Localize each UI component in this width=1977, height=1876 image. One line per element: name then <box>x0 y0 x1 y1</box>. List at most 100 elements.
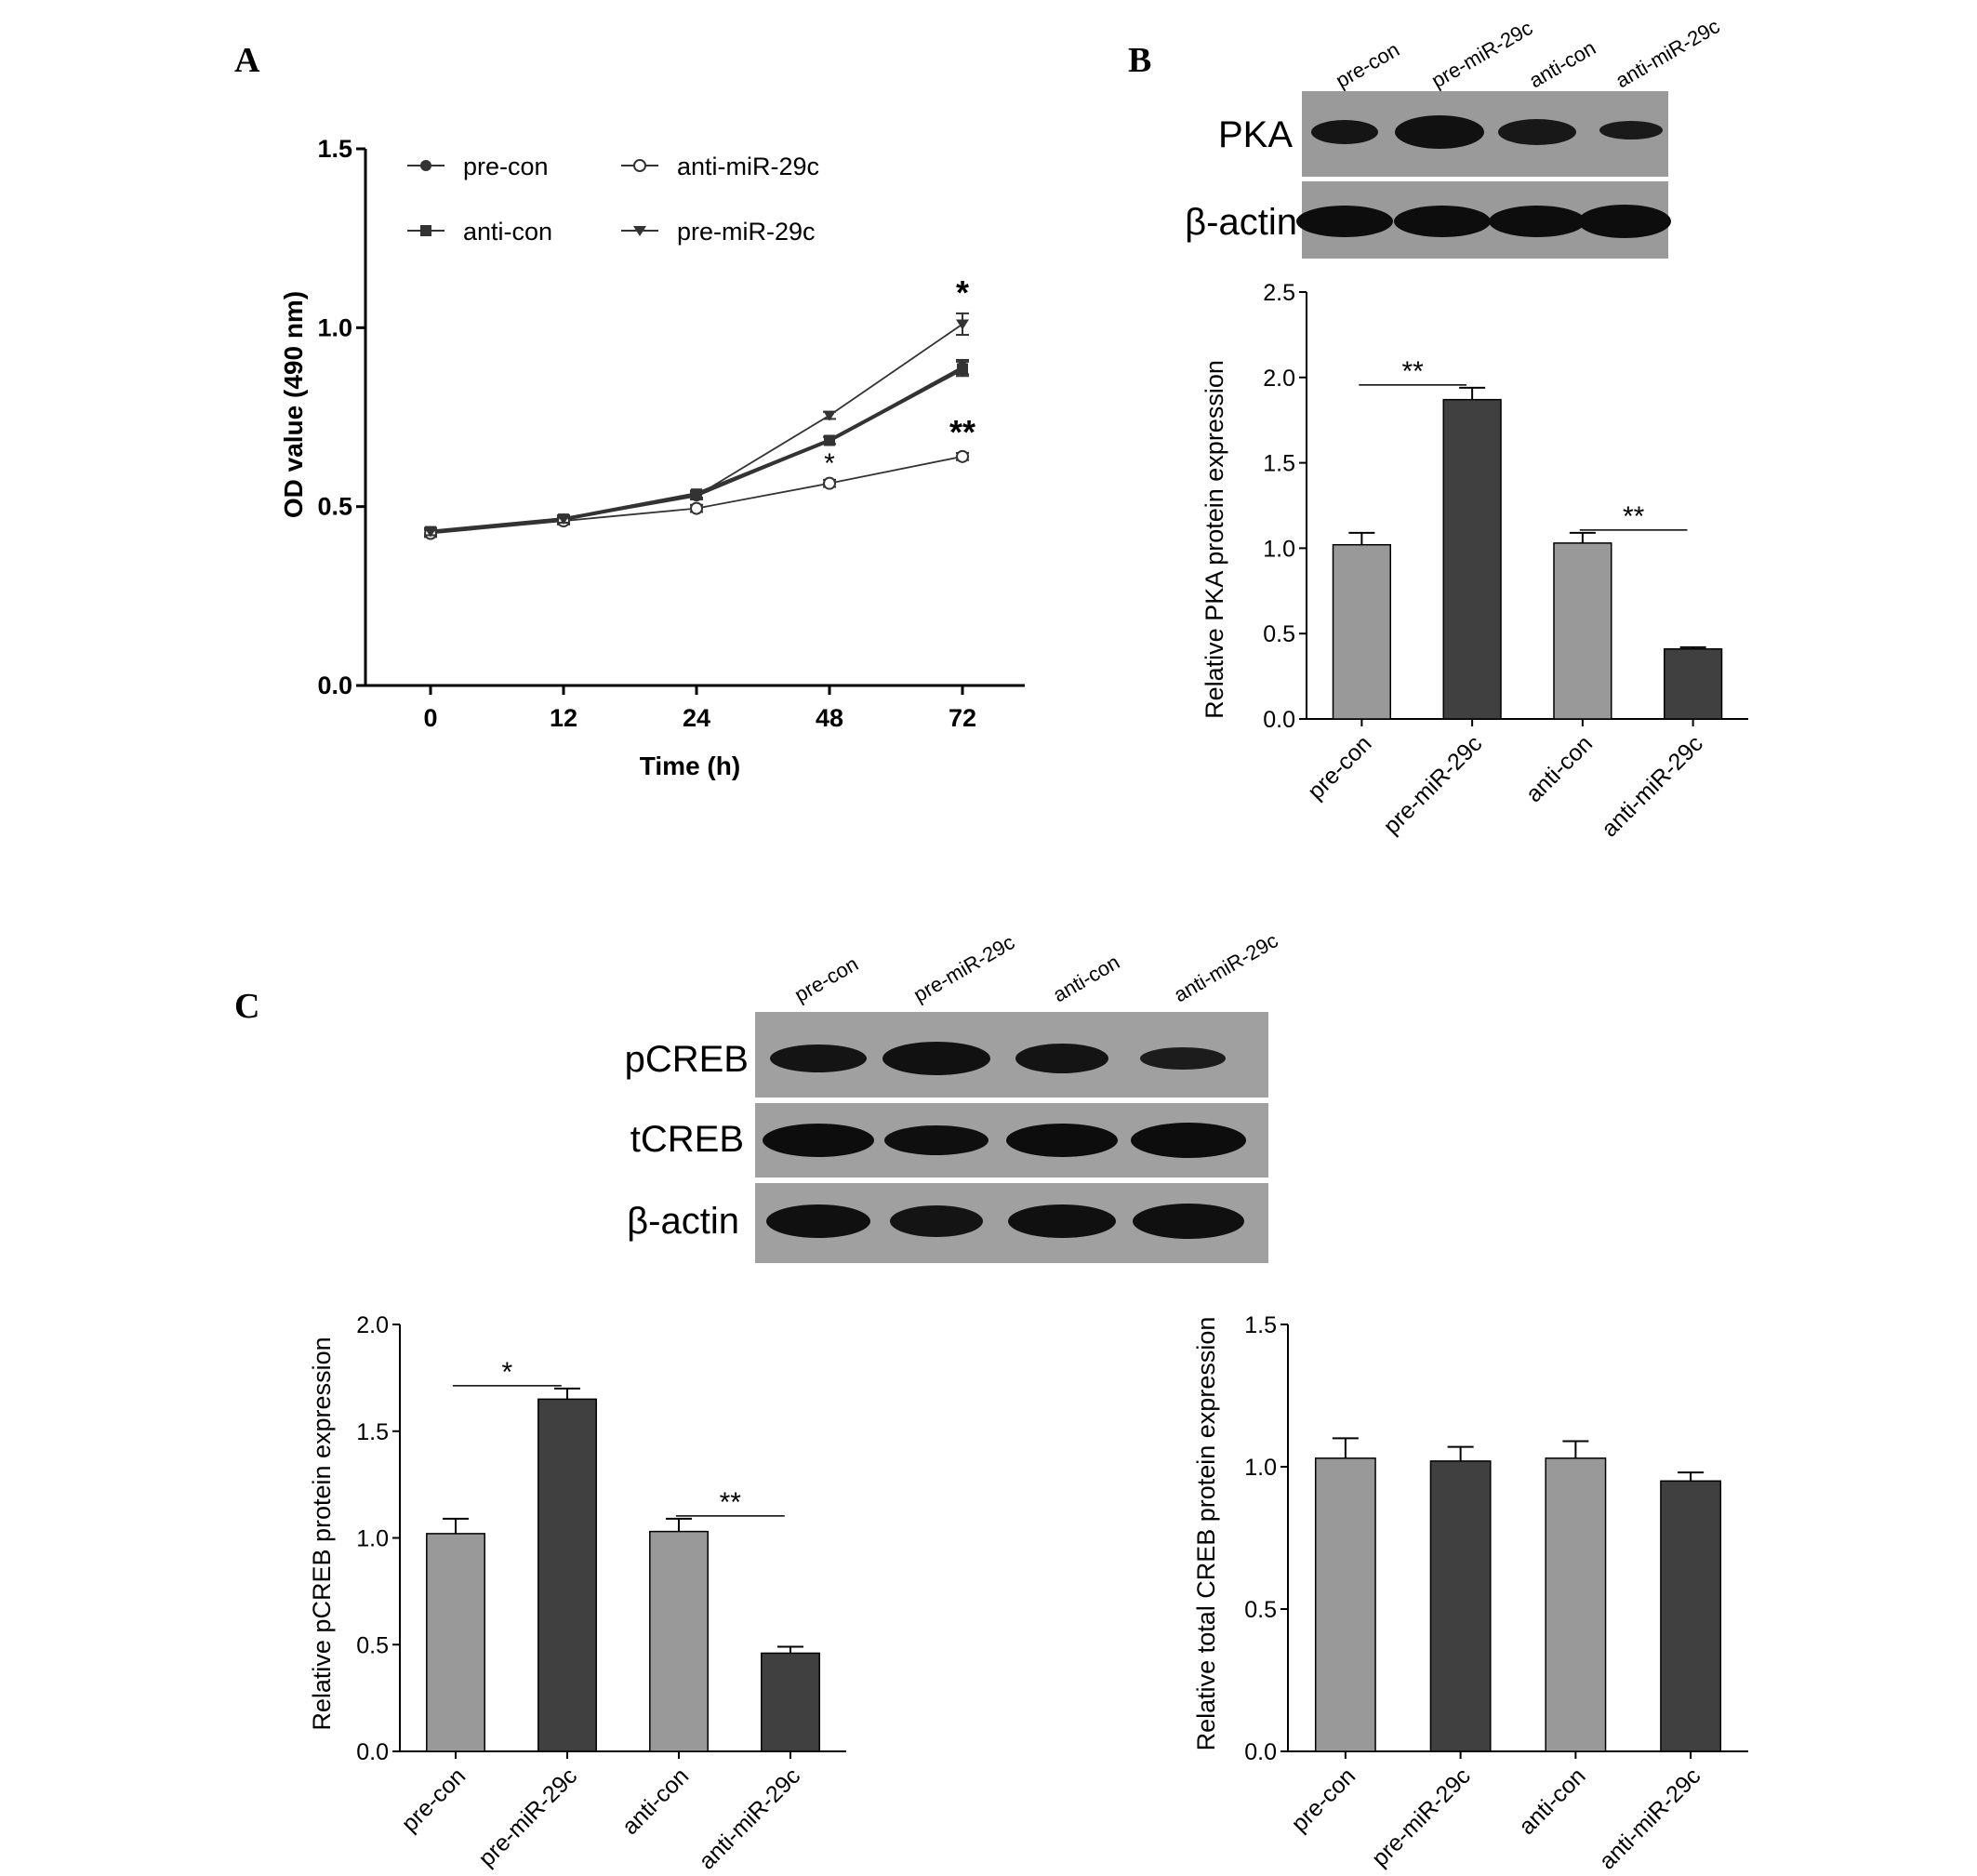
bar <box>1442 398 1502 720</box>
blot-band <box>1489 206 1586 237</box>
x-tick-label: 12 <box>550 704 577 732</box>
y-tick-label: 0.0 <box>1263 707 1295 733</box>
blot-band <box>1296 206 1393 237</box>
x-tick-label: anti-miR-29c <box>1594 1763 1705 1874</box>
legend-marker-filled-square <box>420 225 431 236</box>
bar <box>426 1533 485 1752</box>
significance-label: ** <box>1623 501 1645 532</box>
legend-marker-filled-circle <box>420 160 431 171</box>
bar <box>537 1398 597 1752</box>
blot-band <box>1131 1123 1246 1158</box>
bar <box>1314 1457 1376 1752</box>
y-tick-label: 0.5 <box>1263 621 1295 647</box>
y-tick-label: 2.5 <box>1263 280 1295 306</box>
legend-marker-open-circle <box>633 159 646 172</box>
data-point <box>957 363 968 375</box>
blot-c-lane-label: anti-miR-29c <box>1170 928 1281 1006</box>
data-point <box>690 491 703 502</box>
blot-band <box>1006 1124 1118 1157</box>
y-tick-label: 1.5 <box>1244 1312 1277 1338</box>
blot-band <box>884 1125 988 1155</box>
blot-c-band-label: pCREB <box>625 1039 749 1080</box>
legend-entry-anti-con: anti-con <box>463 218 552 246</box>
blot-c-band-label: tCREB <box>630 1119 744 1160</box>
y-tick-label: 1.5 <box>1263 451 1295 477</box>
data-point <box>823 410 836 421</box>
data-point <box>823 476 836 490</box>
significance-label: * <box>501 1357 512 1388</box>
bar <box>761 1652 820 1752</box>
blot-band <box>1140 1047 1226 1070</box>
x-tick-label: 48 <box>816 704 843 732</box>
blot-c-band-label: β-actin <box>627 1201 739 1242</box>
y-tick-label: 2.0 <box>1263 366 1295 392</box>
y-tick-label: 2.0 <box>356 1312 389 1338</box>
bar-chart-pcreb-y-axis-title: Relative pCREB protein expression <box>308 1337 336 1730</box>
bar <box>1664 647 1723 720</box>
x-tick-label: pre-miR-29c <box>473 1763 582 1871</box>
panel-label-c: C <box>234 987 259 1026</box>
blot-c-lane-label: anti-con <box>1049 951 1123 1007</box>
x-tick-label: anti-con <box>617 1763 695 1840</box>
y-tick-label: 1.0 <box>356 1526 389 1552</box>
bar <box>1660 1480 1722 1752</box>
x-tick-label: 72 <box>949 704 976 732</box>
panel-label-a: A <box>234 41 260 80</box>
data-point <box>557 514 570 526</box>
bar-chart-total-creb-y-axis-title: Relative total CREB protein expression <box>1192 1317 1220 1751</box>
y-tick-label: 1.5 <box>317 135 352 163</box>
blot-b-lane-label: pre-con <box>1332 37 1403 92</box>
y-tick-label: 1.5 <box>356 1419 389 1445</box>
significance-label: ** <box>720 1487 742 1518</box>
blot-band <box>763 1124 874 1157</box>
blot-b-lane-label: anti-con <box>1525 36 1599 93</box>
line-chart-legend: pre-con anti-con anti-miR-29c pre-miR-29… <box>407 153 819 246</box>
blot-band <box>890 1205 983 1237</box>
legend-entry-pre-mir-29c: pre-miR-29c <box>677 218 816 246</box>
blot-c-lane-label: pre-miR-29c <box>909 930 1018 1006</box>
x-tick-label: pre-con <box>1286 1763 1360 1837</box>
data-point <box>824 434 835 446</box>
data-point <box>690 501 703 515</box>
significance-label: ** <box>1401 356 1424 387</box>
blot-band <box>1394 206 1491 237</box>
significance-label: * <box>824 448 835 479</box>
bar <box>1545 1457 1607 1752</box>
legend-entry-anti-mir-29c: anti-miR-29c <box>677 153 819 180</box>
legend-marker-filled-triangle <box>633 226 646 236</box>
data-point <box>956 449 969 463</box>
x-tick-label: anti-con <box>1520 730 1598 807</box>
blot-band <box>1015 1044 1108 1073</box>
y-tick-label: 1.0 <box>1263 536 1295 562</box>
bar-chart-pka: 0.0 0.5 1.0 1.5 2.0 2.5 pre-con pre-miR-29c anti… <box>1263 280 1748 842</box>
line-chart-y-axis-title: OD value (490 nm) <box>279 291 308 518</box>
x-tick-label: pre-miR-29c <box>1367 1763 1476 1871</box>
bar <box>649 1530 709 1752</box>
bar <box>1429 1460 1492 1752</box>
blot-b-lane-label: anti-miR-29c <box>1612 14 1723 92</box>
x-tick-label: pre-con <box>397 1763 471 1837</box>
y-tick-label: 0.5 <box>1244 1597 1277 1623</box>
data-point <box>956 319 969 330</box>
bar-chart-total-creb: 0.0 0.5 1.0 1.5 pre-con pre-miR-29c anti-con an… <box>1244 1312 1748 1874</box>
x-tick-label: anti-miR-29c <box>694 1763 805 1874</box>
blot-band <box>770 1044 867 1072</box>
x-tick-label: pre-miR-29c <box>1378 730 1487 839</box>
blot-band <box>1578 205 1671 238</box>
line-chart-x-axis-title: Time (h) <box>640 752 740 780</box>
x-tick-label: anti-miR-29c <box>1597 730 1708 842</box>
bar <box>1332 543 1391 720</box>
line-chart-od: 0.00.51.01.50 12 24 48 72**** <box>317 135 1025 732</box>
legend-entry-pre-con: pre-con <box>463 153 549 180</box>
x-tick-label: 24 <box>683 704 710 732</box>
western-blot-creb: pre-con pre-miR-29c anti-con anti-miR-29… <box>625 928 1281 1263</box>
y-tick-label: 0.5 <box>317 493 352 521</box>
y-tick-label: 0.0 <box>356 1739 389 1765</box>
x-tick-label: pre-con <box>1303 730 1377 805</box>
y-tick-label: 0.0 <box>1244 1739 1277 1765</box>
blot-b-band-label: β-actin <box>1185 202 1297 243</box>
y-tick-label: 0.0 <box>317 672 352 699</box>
significance-label: ** <box>949 413 975 451</box>
x-tick-label: 0 <box>423 704 437 732</box>
